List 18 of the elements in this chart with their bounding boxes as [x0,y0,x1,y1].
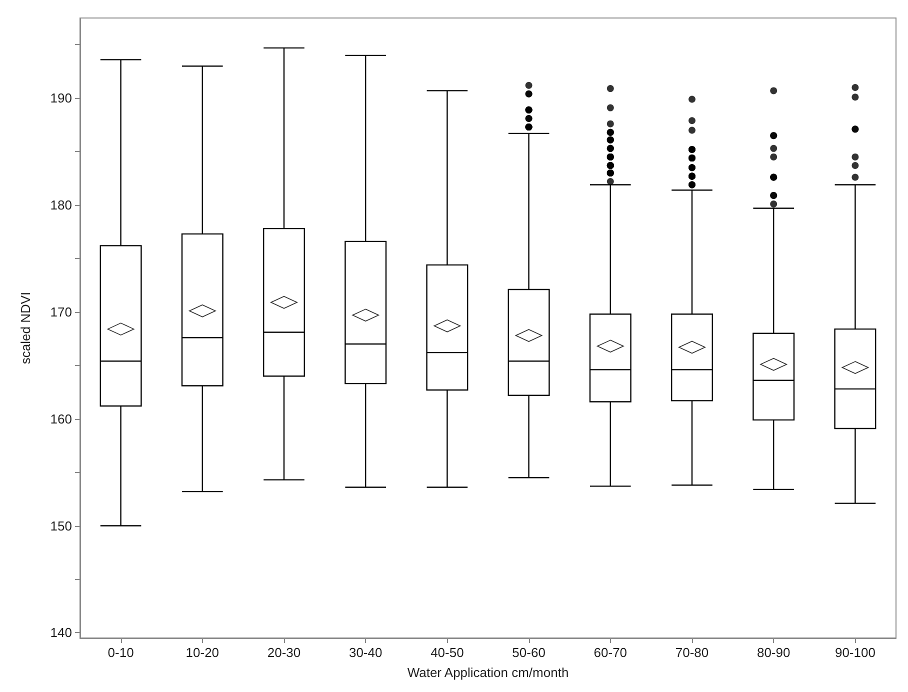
y-tick-label: 180 [50,198,72,213]
y-tick-label: 140 [50,625,72,640]
x-tick-label: 70-80 [675,645,709,660]
x-tick-label: 10-20 [186,645,220,660]
y-axis-title: scaled NDVI [18,292,33,364]
x-tick-label: 30-40 [348,645,382,660]
y-tick-label: 170 [50,304,72,320]
y-tick-label: 190 [50,90,72,106]
x-tick-label: 40-50 [430,645,464,660]
y-tick-label: 160 [50,411,72,426]
x-axis-title: Water Application cm/month [407,665,569,680]
x-tick-label: 90-100 [834,645,876,660]
x-tick-label: 60-70 [594,645,628,660]
x-tick-label: 0-10 [108,645,134,660]
x-tick-label: 50-60 [512,645,546,660]
y-tick-label: 150 [50,518,72,534]
x-tick-label: 80-90 [756,645,790,660]
x-tick-label: 20-30 [267,645,301,660]
